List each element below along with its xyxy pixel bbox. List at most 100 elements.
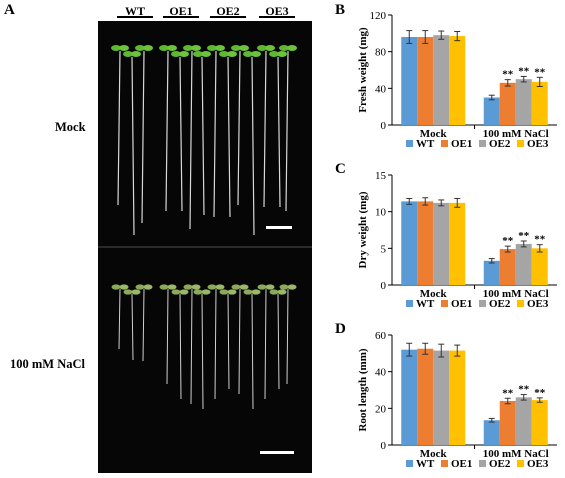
mock-seedlings (111, 45, 297, 236)
root (190, 288, 193, 405)
legend-label: OE2 (489, 458, 511, 470)
legend-label: OE1 (451, 458, 472, 470)
leaf (251, 289, 261, 295)
leaf (257, 284, 267, 290)
bar-oe2 (515, 79, 532, 125)
leaf (119, 284, 129, 290)
significance-mark: ** (518, 65, 530, 77)
genotype-label-oe2: OE2 (216, 4, 240, 18)
legend-swatch (406, 460, 413, 467)
leaf (167, 284, 177, 290)
significance-mark: ** (534, 66, 546, 78)
leaf (227, 289, 237, 295)
legend-label: OE2 (489, 138, 511, 150)
legend-swatch (479, 300, 486, 307)
leaf (279, 284, 289, 290)
leaf (183, 45, 193, 51)
bar-wt (483, 260, 500, 285)
legend-swatch (517, 460, 524, 467)
root (165, 50, 169, 212)
legend-label: OE1 (451, 138, 472, 150)
leaf (119, 45, 129, 51)
legend-swatch (441, 460, 448, 467)
dry-weight-chart: 0 5 10 15 Dry weight (mg) Mock ** ** ** 100 mM Na… (357, 170, 557, 310)
leaf (191, 284, 201, 290)
y-tick-label: 20 (375, 403, 387, 415)
leaf (287, 45, 297, 51)
significance-mark: ** (502, 387, 514, 399)
y-tick-label: 60 (375, 330, 387, 342)
bar-oe3 (449, 36, 466, 126)
bar-oe1 (417, 201, 434, 285)
y-axis-label: Fresh weight (mg) (357, 27, 369, 113)
leaf (167, 45, 177, 51)
bar-wt (483, 420, 500, 445)
root (142, 288, 145, 362)
root (179, 56, 183, 212)
y-tick-label: 80 (375, 47, 387, 59)
leaf (193, 289, 203, 295)
root (237, 50, 241, 206)
bar-wt (401, 349, 418, 445)
leaf (193, 51, 203, 57)
category-label: Mock (420, 128, 448, 140)
category-label: 100 mM NaCl (483, 448, 549, 460)
root (263, 50, 267, 208)
panel-a-letter: A (4, 2, 15, 18)
legend-swatch (517, 300, 524, 307)
leaf (179, 289, 189, 295)
leaf (159, 45, 169, 51)
bar-wt (483, 97, 500, 125)
legend-label: WT (416, 458, 435, 470)
significance-mark: ** (518, 384, 530, 396)
category-label: 100 mM NaCl (483, 288, 549, 300)
panel-d-letter: D (335, 321, 346, 337)
bar-wt (401, 201, 418, 285)
bar-oe1 (417, 348, 434, 445)
leaf (171, 289, 181, 295)
root (131, 56, 135, 236)
leaf (239, 284, 249, 290)
leaf (215, 45, 225, 51)
root (286, 288, 289, 385)
root (264, 288, 267, 400)
category-label: Mock (420, 288, 448, 300)
leaf (287, 284, 297, 290)
leaf (239, 45, 249, 51)
legend-swatch (517, 140, 524, 147)
category-label: Mock (420, 448, 448, 460)
y-tick-label: 40 (375, 367, 387, 379)
y-tick-label: 120 (370, 10, 387, 22)
root (189, 50, 193, 230)
legend-label: OE3 (527, 298, 549, 310)
root (227, 56, 231, 218)
legend-label: OE3 (527, 458, 549, 470)
panel-c-letter: C (335, 161, 346, 177)
leaf (257, 45, 267, 51)
bar-oe3 (531, 81, 548, 125)
legend-label: OE1 (451, 298, 472, 310)
leaf (171, 51, 181, 57)
y-tick-label: 15 (375, 170, 387, 182)
legend-label: WT (416, 138, 435, 150)
bar-oe2 (433, 202, 450, 285)
genotype-underline (259, 16, 295, 18)
root (117, 50, 121, 206)
leaf (143, 45, 153, 51)
bar-oe2 (433, 35, 450, 125)
root (277, 293, 280, 390)
bar-oe2 (433, 350, 450, 445)
leaf (111, 284, 121, 290)
root-length-chart: 0 20 40 60 Root length (mm) Mock ** ** ** 100 mM … (357, 330, 557, 470)
leaf (201, 51, 211, 57)
bar-oe2 (515, 397, 532, 445)
leaf (179, 51, 189, 57)
root (141, 50, 145, 224)
leaf (143, 284, 153, 290)
bar-oe1 (499, 82, 516, 125)
genotype-underline (210, 16, 246, 18)
leaf (191, 45, 201, 51)
y-axis-label: Dry weight (mg) (357, 191, 369, 268)
legend-swatch (406, 140, 413, 147)
